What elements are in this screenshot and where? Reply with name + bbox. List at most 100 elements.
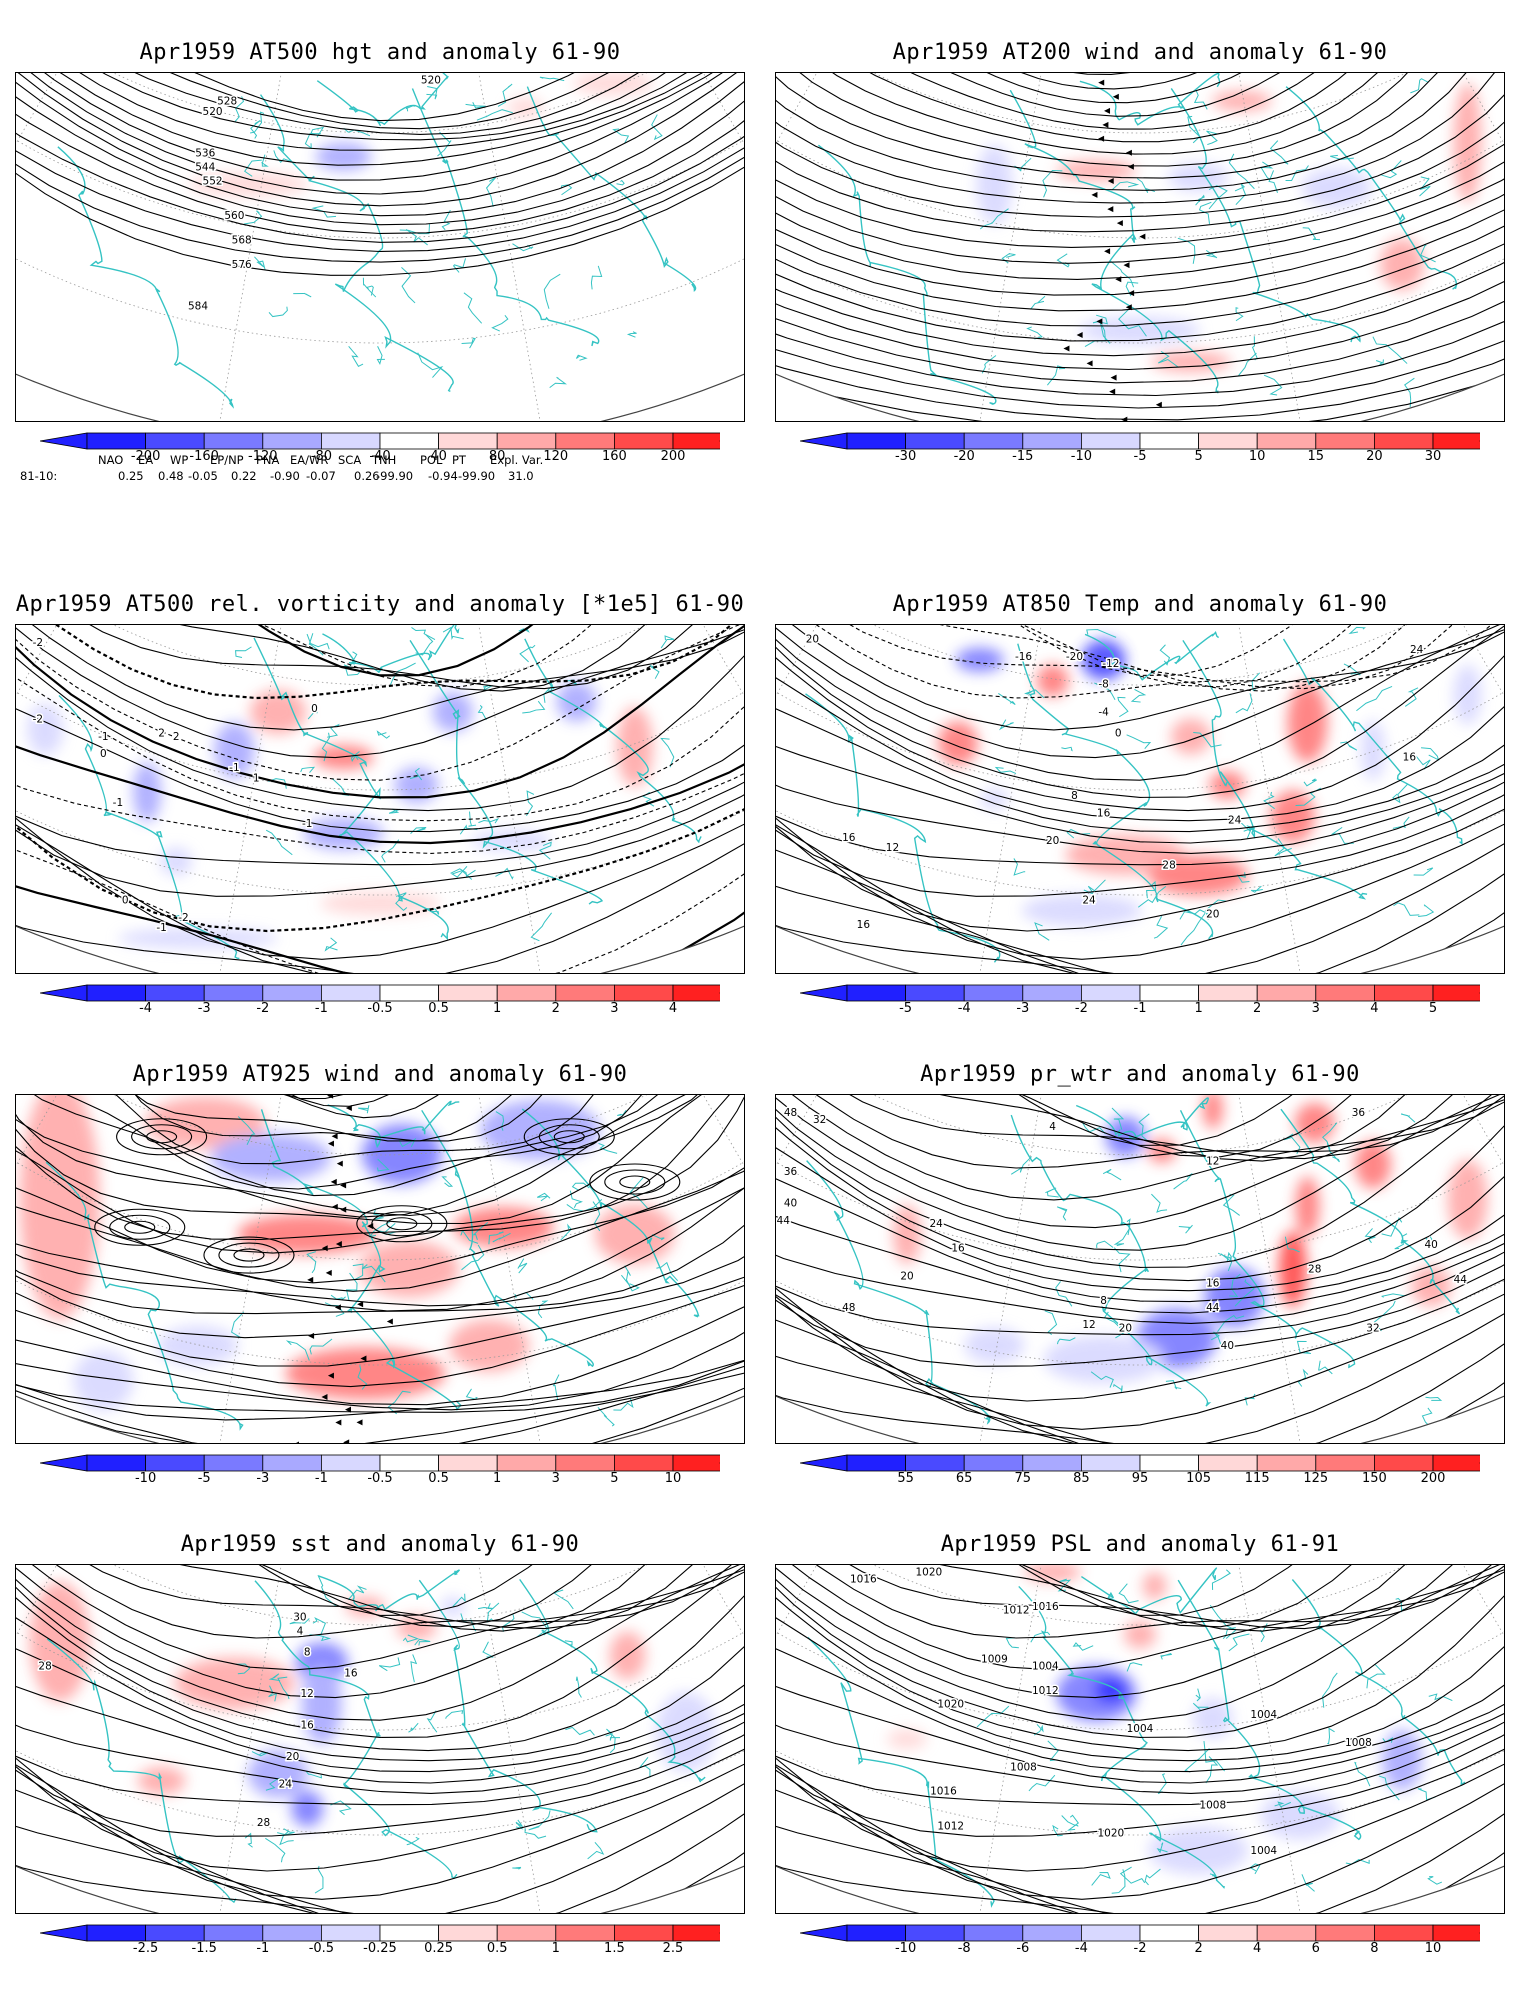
colorbar-tick-label: 1 bbox=[1194, 1001, 1203, 1016]
colorbar-tick-label: 1 bbox=[493, 1471, 502, 1486]
contour-label: -1 bbox=[302, 818, 312, 830]
contour-label: 0 bbox=[100, 748, 107, 760]
map-content bbox=[16, 1565, 744, 1913]
index-value: -0.05 bbox=[188, 469, 218, 483]
contour-label: 1008 bbox=[1345, 1737, 1372, 1749]
contour-label: 1020 bbox=[937, 1699, 964, 1711]
colorbar-tick-label: -1 bbox=[314, 1001, 328, 1016]
map-graphic: 48 32 36 40 44 24 20 16 12 8 4 12 20 16 40 44 48 36 40 44 28… bbox=[776, 1095, 1504, 1443]
colorbar-tick-label: -1 bbox=[1133, 1001, 1147, 1016]
index-value: -0.90 bbox=[270, 469, 300, 483]
anomaly-shading bbox=[27, 681, 653, 949]
colorbar-tick-label: 4 bbox=[1370, 1001, 1379, 1016]
panel-title: Apr1959 pr_wtr and anomaly 61-90 bbox=[920, 1062, 1360, 1087]
colorbar: 55 65 75 85 95 105 115 125 150 200 bbox=[799, 1454, 1492, 1500]
colorbar-swatches bbox=[799, 984, 1492, 1002]
index-header: NAO bbox=[98, 453, 124, 467]
map-area bbox=[15, 1094, 745, 1444]
contour-label: 1012 bbox=[1032, 1685, 1059, 1697]
map-panel-temp850: Apr1959 AT850 Temp and anomaly 61-90 20 -1… bbox=[760, 592, 1520, 1062]
colorbar-tick-label: 8 bbox=[1370, 1941, 1379, 1956]
contour-label: 16 bbox=[1206, 1277, 1220, 1289]
contour-label: 1016 bbox=[930, 1786, 957, 1798]
contour-label: 1012 bbox=[1003, 1605, 1030, 1617]
colorbar-tick-label: 0.5 bbox=[428, 1001, 449, 1016]
contour-label: 16 bbox=[857, 919, 871, 931]
colorbar-tick-label: 105 bbox=[1186, 1471, 1212, 1486]
index-row-label: 81-10: bbox=[20, 469, 58, 483]
contour-label: 8 bbox=[1071, 790, 1078, 802]
contour-label: 40 bbox=[1221, 1340, 1234, 1352]
panel-title: Apr1959 sst and anomaly 61-90 bbox=[180, 1532, 580, 1557]
contour-label: 12 bbox=[1206, 1156, 1219, 1168]
contour-label: 24 bbox=[1410, 644, 1424, 656]
index-header: WP bbox=[170, 453, 189, 467]
map-area: 28 4 8 12 16 20 24 28 30 16 bbox=[15, 1564, 745, 1914]
colorbar-tick-label: 2 bbox=[1194, 1941, 1203, 1956]
contour-label: 24 bbox=[279, 1779, 293, 1791]
contour-label: -1 bbox=[229, 762, 239, 774]
contour-label: 520 bbox=[421, 74, 441, 86]
index-header: TNH bbox=[372, 453, 397, 467]
colorbar-tick-label: 40 bbox=[430, 449, 447, 464]
colorbar: -4 -3 -2 -1 -0.5 0.5 1 2 3 4 bbox=[39, 984, 732, 1030]
colorbar-tick-label: -4 bbox=[139, 1001, 153, 1016]
contour-lines bbox=[16, 1565, 744, 1913]
colorbar-swatches bbox=[799, 432, 1492, 450]
contour-label: 12 bbox=[886, 842, 899, 854]
colorbar-tick-label: 200 bbox=[660, 449, 686, 464]
map-area: 1016 1020 1012 1016 1009 1004 1012 1020 1016 1012… bbox=[775, 1564, 1505, 1914]
map-graphic bbox=[16, 1095, 744, 1443]
map-panel-psl: Apr1959 PSL and anomaly 61-91 1016 1020 101… bbox=[760, 1532, 1520, 2002]
colorbar-tick-label: 10 bbox=[1424, 1941, 1442, 1956]
contour-label: 2 bbox=[158, 727, 165, 739]
index-header: POL bbox=[420, 453, 443, 467]
colorbar-tick-label: -3 bbox=[1016, 1001, 1030, 1016]
contour-label: -12 bbox=[1102, 658, 1119, 670]
map-area: 48 32 36 40 44 24 20 16 12 8 4 12 20 16 40 44 48 36 40 44 28… bbox=[775, 1094, 1505, 1444]
panel-title: Apr1959 AT925 wind and anomaly 61-90 bbox=[132, 1062, 628, 1087]
colorbar: -2.5 -1.5 -1 -0.5 -0.25 0.25 0.5 1 1.5 2.5 bbox=[39, 1924, 732, 1970]
contour-label: 1004 bbox=[1250, 1709, 1277, 1721]
contour-label: 576 bbox=[232, 259, 252, 271]
contour-label: 32 bbox=[813, 1114, 826, 1126]
colorbar-tick-label: 0.25 bbox=[424, 1941, 454, 1956]
colorbar-swatches bbox=[39, 1924, 732, 1942]
streamlines bbox=[776, 73, 1504, 421]
colorbar-tick-label: -2 bbox=[256, 1001, 270, 1016]
contour-label: -8 bbox=[1098, 679, 1108, 691]
colorbar-tick-label: 2 bbox=[1253, 1001, 1262, 1016]
colorbar-tick-label: 0.5 bbox=[428, 1471, 449, 1486]
colorbar-tick-label: 160 bbox=[601, 449, 627, 464]
colorbar-tick-label: 55 bbox=[897, 1471, 914, 1486]
contour-label: 12 bbox=[1082, 1319, 1095, 1331]
contour-label: 552 bbox=[203, 175, 223, 187]
contour-label: 2 bbox=[173, 731, 180, 743]
colorbar-tick-label: -0.25 bbox=[363, 1941, 397, 1956]
contour-label: 16 bbox=[842, 832, 856, 844]
map-panel-prwtr: Apr1959 pr_wtr and anomaly 61-90 48 32 36 40… bbox=[760, 1062, 1520, 1532]
colorbar-swatches bbox=[799, 1924, 1492, 1942]
colorbar-tick-label: -0.5 bbox=[367, 1001, 393, 1016]
contour-label: 32 bbox=[1366, 1323, 1379, 1335]
map-graphic: -2 -2 -1 0 2 2 -1 1 0 -1 -1 0 -2 -1 bbox=[16, 625, 744, 973]
index-value: 0.26 bbox=[354, 469, 380, 483]
colorbar-tick-label: 1 bbox=[551, 1941, 560, 1956]
colorbar: -5 -4 -3 -2 -1 1 2 3 4 5 bbox=[799, 984, 1492, 1030]
contour-label: 28 bbox=[1162, 860, 1175, 872]
contour-label: 536 bbox=[195, 148, 215, 160]
colorbar-tick-label: 30 bbox=[1424, 449, 1442, 464]
colorbar-tick-label: -5 bbox=[1133, 449, 1147, 464]
contour-label: 20 bbox=[806, 633, 819, 645]
map-panel-vort500: Apr1959 AT500 rel. vorticity and anomaly… bbox=[0, 592, 760, 1062]
map-area bbox=[775, 72, 1505, 422]
index-header: SCA bbox=[338, 453, 362, 467]
contour-label: 28 bbox=[38, 1660, 51, 1672]
contour-label: 584 bbox=[188, 301, 208, 313]
contour-label: 1016 bbox=[1032, 1601, 1059, 1613]
colorbar-tick-label: -160 bbox=[189, 449, 219, 464]
contour-label: 4 bbox=[1049, 1121, 1056, 1133]
contour-lines bbox=[16, 625, 744, 973]
contour-label: 48 bbox=[842, 1302, 855, 1314]
